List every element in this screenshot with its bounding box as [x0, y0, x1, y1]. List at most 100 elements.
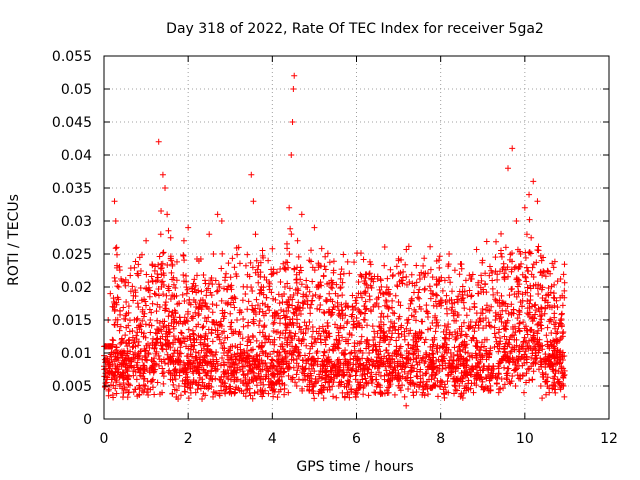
data-point-cloud: [339, 292, 346, 299]
data-point-cloud: [234, 364, 241, 371]
data-point-cloud: [523, 346, 530, 353]
data-point-cloud: [338, 378, 345, 385]
data-point-cloud: [557, 320, 564, 327]
data-point-cloud: [222, 369, 229, 376]
data-point-cloud: [370, 278, 377, 285]
data-point-cloud: [427, 295, 434, 302]
data-point: [239, 297, 246, 304]
data-point-cloud: [545, 361, 552, 368]
data-point-cloud: [104, 368, 111, 375]
data-point-cloud: [447, 279, 454, 286]
y-tick-label: 0.015: [52, 313, 92, 329]
data-point-cloud: [542, 371, 549, 378]
data-point-cloud: [221, 370, 228, 377]
data-point-cloud: [253, 257, 260, 264]
data-point-cloud: [289, 343, 296, 350]
data-point-cloud: [322, 337, 329, 344]
data-point-cloud: [135, 303, 142, 310]
data-point-cloud: [482, 374, 489, 381]
data-point-cloud: [268, 360, 275, 367]
data-point-cloud: [246, 376, 253, 383]
data-point-cloud: [195, 321, 202, 328]
data-point-cloud: [439, 287, 446, 294]
data-point-cloud: [419, 391, 426, 398]
data-point-cloud: [253, 382, 260, 389]
data-point-cloud: [500, 346, 507, 353]
data-point-cloud: [500, 385, 507, 392]
data-point-cloud: [240, 323, 247, 330]
data-point-cloud: [403, 273, 410, 280]
data-point-cloud: [181, 388, 188, 395]
data-point-cloud: [542, 273, 549, 280]
y-tick-label: 0.05: [61, 82, 92, 98]
data-point-cloud: [424, 326, 431, 333]
data-point-cloud: [407, 345, 414, 352]
data-point-cloud: [330, 393, 337, 400]
data-point-cloud: [210, 393, 217, 400]
data-point-cloud: [492, 334, 499, 341]
data-point: [374, 330, 381, 337]
data-point-cloud: [218, 387, 225, 394]
data-point-cloud: [340, 349, 347, 356]
data-point-cloud: [309, 323, 316, 330]
data-point-cloud: [524, 267, 531, 274]
data-point-cloud: [378, 283, 385, 290]
data-point-cloud: [425, 391, 432, 398]
data-point-cloud: [337, 285, 344, 292]
data-point-cloud: [108, 356, 115, 363]
data-point-cloud: [483, 238, 490, 245]
data-point-cloud: [315, 260, 322, 267]
data-point-cloud: [259, 247, 266, 254]
data-point-cloud: [332, 365, 339, 372]
data-point-cloud: [259, 252, 266, 259]
data-point-cloud: [216, 283, 223, 290]
data-point-cloud: [452, 308, 459, 315]
data-point-cloud: [192, 309, 199, 316]
data-point-cloud: [449, 288, 456, 295]
data-point: [210, 251, 217, 257]
data-point-cloud: [528, 303, 535, 310]
data-point-cloud: [119, 394, 126, 401]
data-point-cloud: [507, 380, 514, 387]
data-point-cloud: [149, 261, 156, 268]
data-point-cloud: [408, 366, 415, 373]
data-point-cloud: [175, 335, 182, 342]
data-point-cloud: [169, 358, 176, 365]
data-point-cloud: [407, 327, 414, 334]
data-point-cloud: [269, 381, 276, 388]
data-point-cloud: [465, 386, 472, 393]
data-point-cloud: [254, 363, 261, 370]
data-point-cloud: [470, 365, 477, 372]
data-point-cloud: [227, 347, 234, 354]
data-point-cloud: [262, 387, 269, 394]
data-point-cloud: [200, 323, 207, 330]
data-point-cloud: [362, 306, 369, 313]
data-point-cloud: [528, 354, 535, 361]
data-point-cloud: [455, 361, 462, 368]
data-point-cloud: [328, 311, 335, 318]
data-point-cloud: [494, 289, 501, 296]
data-point-cloud: [495, 348, 502, 355]
data-point-cloud: [135, 338, 142, 345]
data-point-cloud: [285, 308, 292, 315]
data-point-cloud: [329, 285, 336, 292]
data-point-cloud: [534, 330, 541, 337]
data-point-cloud: [166, 326, 173, 333]
data-point-cloud: [124, 376, 131, 383]
data-point-cloud: [533, 259, 540, 266]
data-point-cloud: [210, 319, 217, 326]
data-point-cloud: [107, 353, 114, 360]
data-point: [180, 237, 187, 244]
data-point-cloud: [293, 371, 300, 378]
data-point-cloud: [293, 276, 300, 283]
data-point-cloud: [283, 240, 290, 247]
data-point-cloud: [483, 289, 490, 296]
data-point-cloud: [463, 372, 470, 379]
data-point-cloud: [526, 365, 533, 372]
data-point-cloud: [333, 394, 340, 401]
data-point-cloud: [527, 326, 534, 333]
data-point-cloud: [135, 272, 142, 279]
data-point-cloud: [229, 255, 236, 262]
data-point-cloud: [401, 328, 408, 335]
data-point-cloud: [210, 389, 217, 396]
